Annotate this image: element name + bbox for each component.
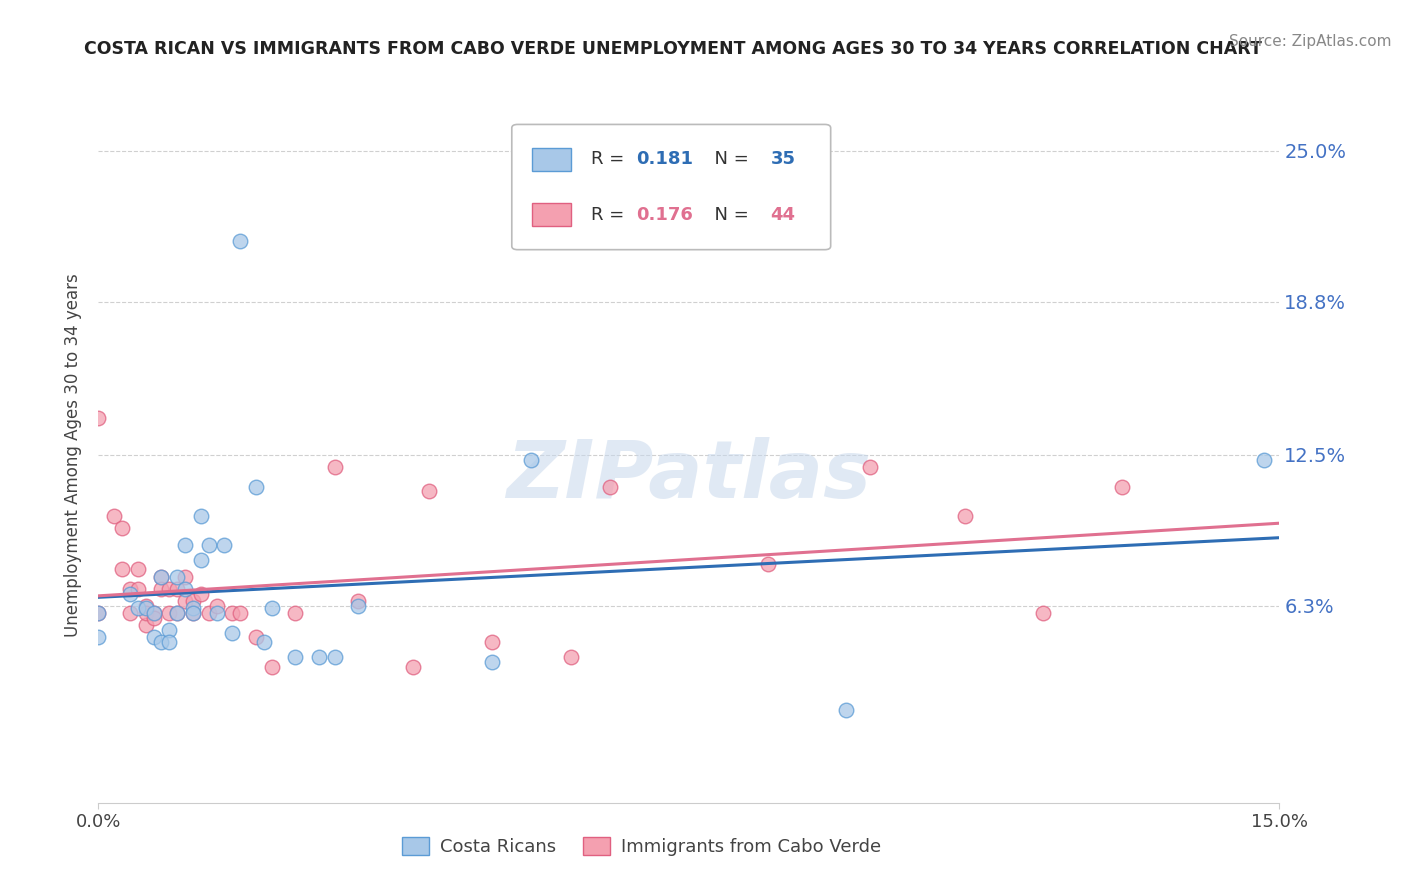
Bar <box>531 203 571 227</box>
Point <box>221 606 243 620</box>
Point <box>1111 479 1133 493</box>
Point <box>197 606 219 620</box>
Point <box>111 521 134 535</box>
Text: N =: N = <box>703 206 755 224</box>
Point <box>166 606 188 620</box>
Point <box>221 625 243 640</box>
Point <box>197 538 219 552</box>
Point <box>181 594 204 608</box>
Point <box>260 659 283 673</box>
Point <box>127 582 149 596</box>
Point <box>481 635 503 649</box>
Point <box>953 508 976 523</box>
Point <box>181 601 204 615</box>
Legend: Costa Ricans, Immigrants from Cabo Verde: Costa Ricans, Immigrants from Cabo Verde <box>395 830 889 863</box>
Point <box>166 606 188 620</box>
Point <box>284 649 307 664</box>
Point <box>135 618 157 632</box>
Text: R =: R = <box>591 150 630 169</box>
Point <box>87 606 110 620</box>
Point <box>150 635 173 649</box>
Point <box>135 599 157 613</box>
Point <box>347 594 370 608</box>
Point <box>87 606 110 620</box>
Text: ZIPatlas: ZIPatlas <box>506 437 872 515</box>
Text: 35: 35 <box>770 150 796 169</box>
Point <box>245 631 267 645</box>
Point <box>190 586 212 600</box>
Text: Source: ZipAtlas.com: Source: ZipAtlas.com <box>1229 34 1392 49</box>
Point <box>181 606 204 620</box>
Point <box>323 649 346 664</box>
Point <box>157 623 180 637</box>
Point <box>174 594 197 608</box>
Point <box>142 606 165 620</box>
Point <box>859 460 882 475</box>
Point <box>205 599 228 613</box>
Point <box>308 649 330 664</box>
Point <box>157 635 180 649</box>
Point <box>157 582 180 596</box>
Point <box>142 611 165 625</box>
Point <box>157 606 180 620</box>
Point <box>1032 606 1054 620</box>
Point <box>229 606 252 620</box>
Point <box>87 411 110 425</box>
Point <box>150 569 173 583</box>
Point <box>135 601 157 615</box>
Point <box>190 552 212 566</box>
Point <box>347 599 370 613</box>
Point <box>229 234 252 248</box>
Point <box>118 606 141 620</box>
Text: R =: R = <box>591 206 630 224</box>
Point <box>150 569 173 583</box>
Bar <box>531 148 571 170</box>
Point <box>118 582 141 596</box>
Y-axis label: Unemployment Among Ages 30 to 34 years: Unemployment Among Ages 30 to 34 years <box>65 273 83 637</box>
Point <box>214 538 236 552</box>
Point <box>166 582 188 596</box>
Point <box>87 631 110 645</box>
Point <box>127 562 149 576</box>
Point <box>150 582 173 596</box>
Point <box>190 508 212 523</box>
Point <box>260 601 283 615</box>
Point <box>174 538 197 552</box>
Point <box>166 569 188 583</box>
Point <box>756 558 779 572</box>
Text: COSTA RICAN VS IMMIGRANTS FROM CABO VERDE UNEMPLOYMENT AMONG AGES 30 TO 34 YEARS: COSTA RICAN VS IMMIGRANTS FROM CABO VERD… <box>84 40 1263 58</box>
Point <box>418 484 440 499</box>
Point <box>181 606 204 620</box>
FancyBboxPatch shape <box>512 124 831 250</box>
Point <box>142 631 165 645</box>
Point <box>253 635 276 649</box>
Point <box>835 703 858 717</box>
Point <box>402 659 425 673</box>
Point <box>245 479 267 493</box>
Point <box>560 649 582 664</box>
Text: N =: N = <box>703 150 755 169</box>
Text: 44: 44 <box>770 206 796 224</box>
Point <box>1253 452 1275 467</box>
Point <box>284 606 307 620</box>
Point <box>174 569 197 583</box>
Point <box>323 460 346 475</box>
Text: 0.181: 0.181 <box>636 150 693 169</box>
Point <box>111 562 134 576</box>
Point <box>103 508 125 523</box>
Point <box>174 582 197 596</box>
Point <box>118 586 141 600</box>
Point <box>127 601 149 615</box>
Point <box>135 606 157 620</box>
Point <box>142 606 165 620</box>
Point <box>520 452 543 467</box>
Point <box>599 479 621 493</box>
Text: 0.176: 0.176 <box>636 206 693 224</box>
Point <box>205 606 228 620</box>
Point <box>481 655 503 669</box>
